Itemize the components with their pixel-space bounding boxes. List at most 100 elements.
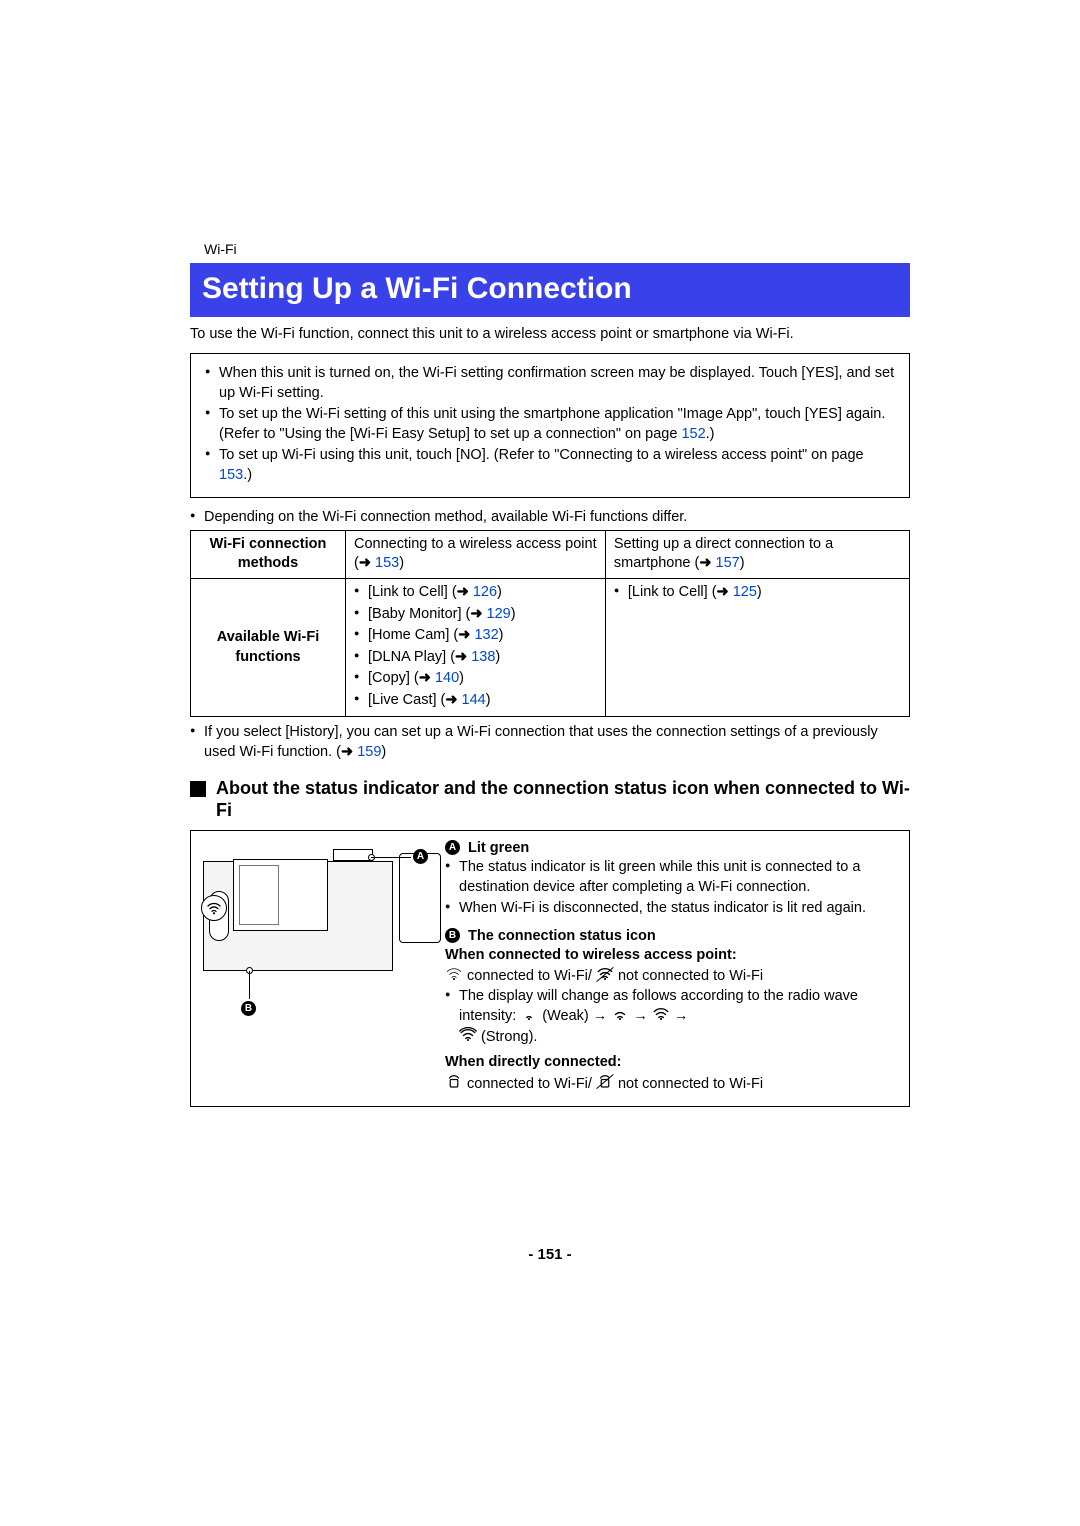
item-post: ) [757,584,762,600]
arrow-icon: → [674,1008,689,1024]
callout-letter: B [241,1001,256,1016]
table-cell: Connecting to a wireless access point (➜… [346,530,606,578]
item-post: ) [511,606,516,622]
setup-note-list: When this unit is turned on, the Wi-Fi s… [205,364,895,485]
status-text: (Strong). [481,1029,537,1045]
status-b-heading: B The connection status icon [445,927,897,947]
wifi-methods-table: Wi-Fi connection methods Connecting to a… [190,530,910,718]
function-list-item: [Copy] (➜ 140) [354,669,597,689]
setup-note-item: When this unit is turned on, the Wi-Fi s… [205,364,895,403]
arrow-icon: ➜ [445,692,457,708]
item-label: [Copy] ( [368,670,419,686]
cell-text: ) [399,555,404,571]
table-header: Available Wi-Fi functions [191,579,346,717]
page-ref-link[interactable]: 138 [471,649,495,665]
wifi-strong-icon [459,1027,477,1048]
status-text: not connected to Wi-Fi [614,1076,763,1092]
arrow-icon: ➜ [419,670,431,686]
setup-note-item: To set up the Wi-Fi setting of this unit… [205,405,895,444]
item-post: ) [497,584,502,600]
camera-diagram: A B [203,841,433,1011]
status-text: connected to Wi-Fi/ [463,1076,596,1092]
table-cell: [Link to Cell] (➜ 125) [605,579,909,717]
item-post: ) [499,627,504,643]
note-text: If you select [History], you can set up … [204,724,878,760]
direct-connected-icon [445,1073,463,1096]
note-text: To set up the Wi-Fi setting of this unit… [219,406,885,442]
item-label: [Live Cast] ( [368,692,445,708]
page-number: - 151 - [190,1245,910,1265]
item-post: ) [495,649,500,665]
diagram-callout-line [249,971,250,999]
note-text: .) [706,426,715,442]
arrow-icon: ➜ [455,649,467,665]
list-item: The display will change as follows accor… [445,987,897,1048]
table-cell: [Link to Cell] (➜ 126)[Baby Monitor] (➜ … [346,579,606,717]
status-text: connected to Wi-Fi/ [463,968,596,984]
item-label: [Baby Monitor] ( [368,606,470,622]
status-description-cell: A Lit green The status indicator is lit … [441,831,909,1106]
page-ref-link[interactable]: 152 [681,426,705,442]
item-label: [Home Cam] ( [368,627,458,643]
page-ref-link[interactable]: 129 [487,606,511,622]
item-label: [Link to Cell] ( [628,584,717,600]
page-ref-link[interactable]: 125 [733,584,757,600]
function-list-item: [Live Cast] (➜ 144) [354,691,597,711]
function-list-item: [Baby Monitor] (➜ 129) [354,605,597,625]
item-post: ) [486,692,491,708]
depending-note-item: Depending on the Wi-Fi connection method… [190,508,910,528]
function-list-item: [Link to Cell] (➜ 126) [354,583,597,603]
table-header: Wi-Fi connection methods [191,530,346,578]
status-b-line2: connected to Wi-Fi/ not connected to Wi-… [445,1073,897,1096]
arrow-icon: → [593,1008,608,1024]
diagram-callout-line [371,857,411,858]
note-text: When this unit is turned on, the Wi-Fi s… [219,365,894,401]
status-a-bullets: The status indicator is lit green while … [445,858,897,919]
function-list-item: [DLNA Play] (➜ 138) [354,648,597,668]
function-list-item: [Link to Cell] (➜ 125) [614,583,901,603]
status-b-sub2: When directly connected: [445,1053,897,1073]
status-a-title: Lit green [468,840,529,856]
arrow-icon: ➜ [359,555,371,571]
callout-letter: B [445,928,460,943]
page-title: Setting Up a Wi-Fi Connection [190,263,910,318]
page-ref-link[interactable]: 126 [473,584,497,600]
page-ref-link[interactable]: 140 [435,670,459,686]
square-bullet-icon [190,781,206,797]
callout-letter: A [445,840,460,855]
history-note: If you select [History], you can set up … [190,723,910,762]
status-b-title: The connection status icon [468,928,656,944]
status-a-heading: A Lit green [445,839,897,859]
diagram-label-b: B [241,999,260,1019]
diagram-label-a: A [413,847,432,867]
page-ref-link[interactable]: 159 [357,744,381,760]
page-ref-link[interactable]: 132 [474,627,498,643]
table-cell: Setting up a direct connection to a smar… [605,530,909,578]
function-list: [Link to Cell] (➜ 125) [614,583,901,603]
page-ref-link[interactable]: 157 [716,555,740,571]
item-label: [Link to Cell] ( [368,584,457,600]
wifi-connected-icon [445,966,463,987]
status-text: not connected to Wi-Fi [614,968,763,984]
page-ref-link[interactable]: 153 [219,467,243,483]
setup-note-box: When this unit is turned on, the Wi-Fi s… [190,353,910,498]
depending-note: Depending on the Wi-Fi connection method… [190,508,910,528]
status-indicator-box: A B A Lit green The status indicator is … [190,830,910,1107]
cell-text: ) [740,555,745,571]
arrow-icon: ➜ [699,555,711,571]
page-ref-link[interactable]: 153 [375,555,399,571]
arrow-icon: ➜ [458,627,470,643]
section-heading: About the status indicator and the conne… [190,777,910,822]
page-ref-link[interactable]: 144 [462,692,486,708]
intro-text: To use the Wi-Fi function, connect this … [190,325,910,345]
diagram-part [333,849,373,861]
diagram-part [239,865,279,925]
wifi-icon [201,895,227,921]
wifi-disconnected-icon [596,966,614,987]
arrow-icon: ➜ [717,584,729,600]
breadcrumb: Wi-Fi [204,240,910,259]
arrow-icon: ➜ [457,584,469,600]
status-b-line1: connected to Wi-Fi/ not connected to Wi-… [445,966,897,987]
wifi-mid2-icon [652,1006,670,1027]
section-heading-text: About the status indicator and the conne… [216,777,910,822]
